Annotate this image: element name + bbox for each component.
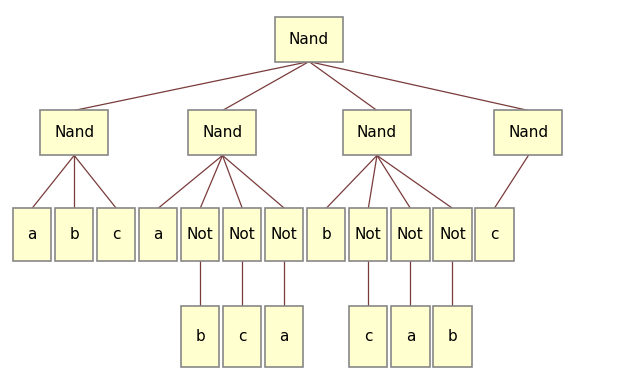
Text: b: b bbox=[321, 227, 331, 242]
FancyBboxPatch shape bbox=[475, 208, 514, 261]
Text: b: b bbox=[69, 227, 79, 242]
Text: c: c bbox=[238, 329, 247, 344]
Text: Not: Not bbox=[355, 227, 382, 242]
Text: Not: Not bbox=[439, 227, 466, 242]
Text: Not: Not bbox=[271, 227, 298, 242]
Text: Nand: Nand bbox=[289, 32, 329, 47]
FancyBboxPatch shape bbox=[265, 208, 303, 261]
FancyBboxPatch shape bbox=[40, 110, 108, 155]
FancyBboxPatch shape bbox=[181, 208, 219, 261]
Text: a: a bbox=[279, 329, 289, 344]
FancyBboxPatch shape bbox=[223, 306, 261, 367]
FancyBboxPatch shape bbox=[349, 208, 387, 261]
FancyBboxPatch shape bbox=[433, 306, 472, 367]
Text: c: c bbox=[364, 329, 373, 344]
FancyBboxPatch shape bbox=[275, 16, 343, 61]
FancyBboxPatch shape bbox=[494, 110, 562, 155]
FancyBboxPatch shape bbox=[223, 208, 261, 261]
FancyBboxPatch shape bbox=[349, 306, 387, 367]
FancyBboxPatch shape bbox=[307, 208, 345, 261]
Text: Not: Not bbox=[397, 227, 424, 242]
FancyBboxPatch shape bbox=[13, 208, 51, 261]
Text: a: a bbox=[27, 227, 37, 242]
FancyBboxPatch shape bbox=[265, 306, 303, 367]
FancyBboxPatch shape bbox=[181, 306, 219, 367]
FancyBboxPatch shape bbox=[391, 208, 430, 261]
Text: b: b bbox=[195, 329, 205, 344]
Text: b: b bbox=[447, 329, 457, 344]
Text: a: a bbox=[405, 329, 415, 344]
FancyBboxPatch shape bbox=[188, 110, 256, 155]
Text: Nand: Nand bbox=[203, 126, 242, 140]
Text: Nand: Nand bbox=[357, 126, 397, 140]
Text: Not: Not bbox=[187, 227, 214, 242]
Text: c: c bbox=[112, 227, 121, 242]
FancyBboxPatch shape bbox=[433, 208, 472, 261]
FancyBboxPatch shape bbox=[391, 306, 430, 367]
Text: a: a bbox=[153, 227, 163, 242]
FancyBboxPatch shape bbox=[343, 110, 411, 155]
FancyBboxPatch shape bbox=[55, 208, 93, 261]
Text: Nand: Nand bbox=[54, 126, 94, 140]
Text: Nand: Nand bbox=[509, 126, 548, 140]
Text: Not: Not bbox=[229, 227, 256, 242]
FancyBboxPatch shape bbox=[97, 208, 135, 261]
FancyBboxPatch shape bbox=[139, 208, 177, 261]
Text: c: c bbox=[490, 227, 499, 242]
